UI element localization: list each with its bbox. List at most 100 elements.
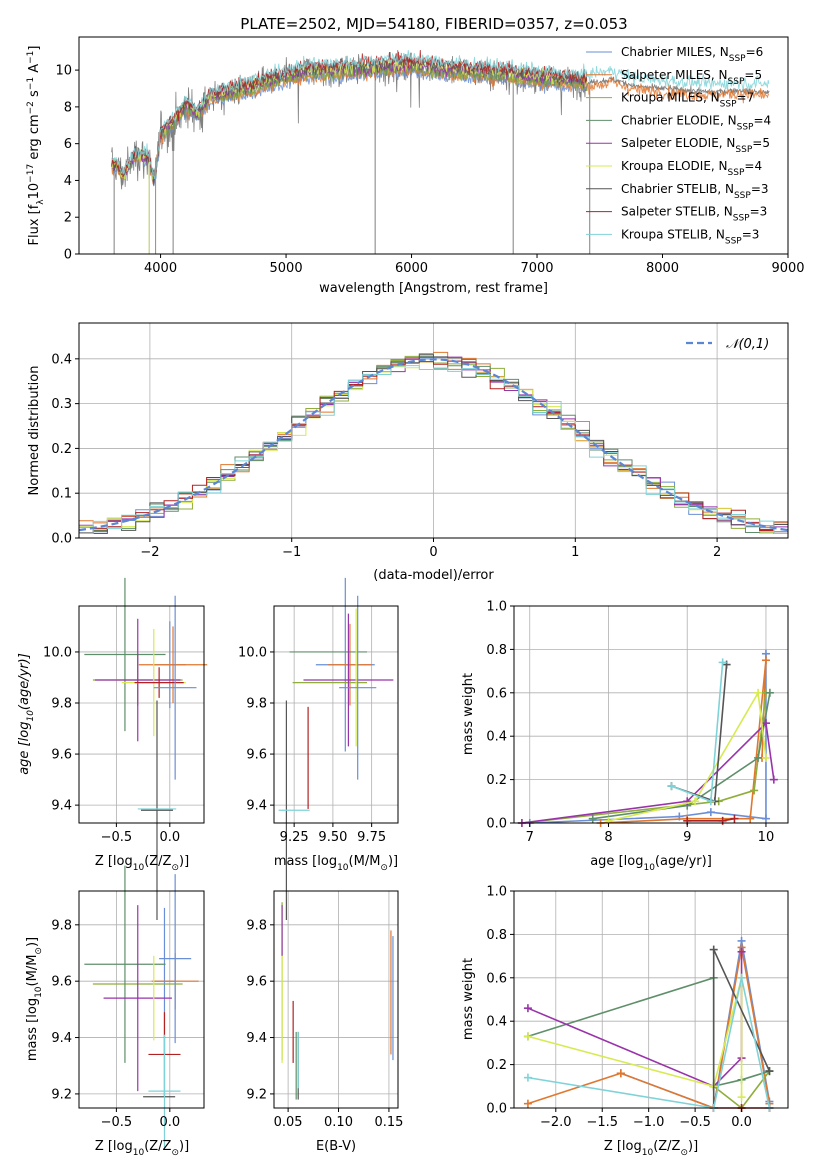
mw_vs_Z-xtick-label: −1.5 [586, 1115, 618, 1130]
mass_vs_EBV-frame [273, 890, 399, 1109]
residuals-xtick-label: −1 [282, 545, 301, 560]
mass-vs-EBV-xlabel: E(B-V) [316, 1139, 356, 1154]
legend-label: Chabrier STELIB, NSSP=3 [621, 182, 769, 201]
mw_vs_Z-frame [513, 890, 789, 1109]
mw_vs_age-xtick-label: 7 [526, 830, 534, 845]
gaussian-curve [78, 358, 789, 532]
legend-label: Kroupa ELODIE, NSSP=4 [621, 159, 762, 178]
mw_vs_Z-xtick-label: 0.0 [731, 1115, 752, 1130]
mass-weight-line [527, 977, 743, 1098]
mw_vs_Z-xtick-label: −2.0 [540, 1115, 572, 1130]
mass-weight-line [527, 977, 771, 1109]
mass_vs_EBV-xtick-label: 0.10 [324, 1115, 353, 1130]
mass_vs_Z-ytick-label: 9.8 [51, 918, 72, 933]
mw-vs-Z-ylabel: mass weight [461, 958, 476, 1040]
legend-label: Chabrier MILES, NSSP=6 [621, 45, 763, 64]
mass-weight-line [592, 692, 771, 820]
mw_vs_age-ytick-label: 1.0 [486, 600, 507, 615]
spectrum-ytick-label: 10 [55, 64, 72, 79]
mass_vs_Z-ytick-label: 9.6 [51, 975, 72, 990]
residual-histogram [78, 365, 788, 538]
residuals-ytick-label: 0.2 [51, 442, 72, 457]
age-vs-Z-ylabel: age [log10(age/yr)] [17, 653, 36, 775]
mass_vs_Z-ytick-label: 9.4 [51, 1031, 72, 1046]
mass_vs_EBV-ytick-label: 9.6 [246, 975, 267, 990]
mass-weight-line [608, 690, 767, 822]
gaussian-legend-label: 𝒩(0,1) [726, 337, 769, 352]
age_vs_Z-ytick-label: 9.6 [51, 748, 72, 763]
mw_vs_Z-ytick-label: 0.0 [486, 1102, 507, 1117]
residual-histogram [78, 358, 788, 538]
age_vs_mass-ytick-label: 9.8 [246, 697, 267, 712]
age_vs_mass-ytick-label: 9.4 [246, 799, 267, 814]
mw_vs_age-ytick-label: 0.8 [486, 643, 507, 658]
spectrum-xtick-label: 9000 [771, 261, 804, 276]
spectrum-ytick-label: 0 [64, 248, 72, 263]
mass_vs_EBV-ytick-label: 9.4 [246, 1031, 267, 1046]
spectrum-xtick-label: 8000 [646, 261, 679, 276]
mass_vs_Z-frame [78, 890, 205, 1109]
residuals-ytick-label: 0.4 [51, 352, 72, 367]
mass-weight-line [521, 721, 775, 824]
plots-layer: 4000 5000 6000 7000 8000 90000246810wavelengt… [17, 36, 805, 1158]
mw_vs_Z-ytick-label: 0.2 [486, 1058, 507, 1073]
figure-title: PLATE=2502, MJD=54180, FIBERID=0357, z=0… [240, 15, 627, 33]
spectrum-ytick-label: 6 [64, 137, 72, 152]
residuals-xtick-label: −2 [140, 545, 159, 560]
mw_vs_age-ytick-label: 0.0 [486, 817, 507, 832]
mass-weight-line [600, 660, 767, 824]
residuals-xtick-label: 0 [429, 545, 437, 560]
mw_vs_Z-ytick-label: 0.4 [486, 1015, 507, 1030]
spectrum-xtick-label: 7000 [520, 261, 553, 276]
mw_vs_age-ytick-label: 0.6 [486, 686, 507, 701]
mw_vs_age-xtick-label: 9 [683, 830, 691, 845]
mass_vs_EBV-ytick-label: 9.8 [246, 918, 267, 933]
age_vs_mass-frame [273, 605, 399, 824]
mw_vs_age-xtick-label: 10 [758, 830, 775, 845]
residuals-ylabel: Normed distribution [27, 366, 42, 496]
age_vs_mass-ytick-label: 10.0 [238, 645, 267, 660]
mass-vs-Z-xlabel: Z [log10(Z/Z⊙)] [95, 1139, 189, 1158]
age_vs_Z-ytick-label: 9.4 [51, 799, 72, 814]
residuals-ytick-label: 0.0 [51, 532, 72, 547]
age_vs_Z-ytick-label: 9.8 [51, 697, 72, 712]
age_vs_mass-xtick-label: 9.50 [318, 830, 347, 845]
residuals-xtick-label: 1 [571, 545, 579, 560]
mw_vs_age-xtick-label: 8 [604, 830, 612, 845]
mw_vs_age-ytick-label: 0.4 [486, 730, 507, 745]
mw-vs-Z-xlabel: Z [log10(Z/Z⊙)] [604, 1139, 698, 1158]
residuals-xtick-label: 2 [713, 545, 721, 560]
legend-label: Kroupa MILES, NSSP=7 [621, 91, 754, 110]
age_vs_mass-xtick-label: 9.25 [280, 830, 309, 845]
model-spectrum-line [111, 50, 770, 179]
residuals-ytick-label: 0.1 [51, 487, 72, 502]
mw_vs_age-ytick-label: 0.2 [486, 773, 507, 788]
mass-weight-line [671, 662, 724, 803]
age_vs_Z-xtick-label: 0.0 [159, 830, 180, 845]
mw_vs_age-frame [513, 605, 789, 824]
mw-vs-age-xlabel: age [log10(age/yr)] [590, 854, 712, 873]
mass_vs_Z-ytick-label: 9.2 [51, 1087, 72, 1102]
mass_vs_EBV-xtick-label: 0.05 [274, 1115, 303, 1130]
legend-label: Salpeter MILES, NSSP=5 [621, 68, 762, 87]
mass_vs_Z-xtick-label: 0.0 [159, 1115, 180, 1130]
age_vs_Z-ytick-label: 10.0 [43, 645, 72, 660]
mass-weight-line [671, 664, 728, 803]
mw_vs_Z-ytick-label: 0.6 [486, 971, 507, 986]
legend-label: Salpeter STELIB, NSSP=3 [621, 205, 767, 224]
spectrum-xtick-label: 5000 [270, 261, 303, 276]
age-vs-Z-xlabel: Z [log10(Z/Z⊙)] [95, 854, 189, 873]
residuals-ytick-label: 0.3 [51, 397, 72, 412]
spectrum-ytick-label: 4 [64, 174, 72, 189]
legend-label: Kroupa STELIB, NSSP=3 [621, 227, 759, 246]
legend-label: Salpeter ELODIE, NSSP=5 [621, 136, 770, 155]
spectrum-ylabel: Flux [fλ10−17 erg cm−2 s−1 A−1] [26, 46, 46, 246]
mass-weight-line [521, 692, 767, 824]
spectrum-ytick-label: 8 [64, 100, 72, 115]
mw_vs_Z-ytick-label: 1.0 [486, 885, 507, 900]
mw_vs_Z-xtick-label: −1.0 [633, 1115, 665, 1130]
mass_vs_Z-xtick-label: −0.5 [101, 1115, 133, 1130]
mass_vs_EBV-xtick-label: 0.15 [374, 1115, 403, 1130]
mw-vs-age-ylabel: mass weight [461, 673, 476, 755]
